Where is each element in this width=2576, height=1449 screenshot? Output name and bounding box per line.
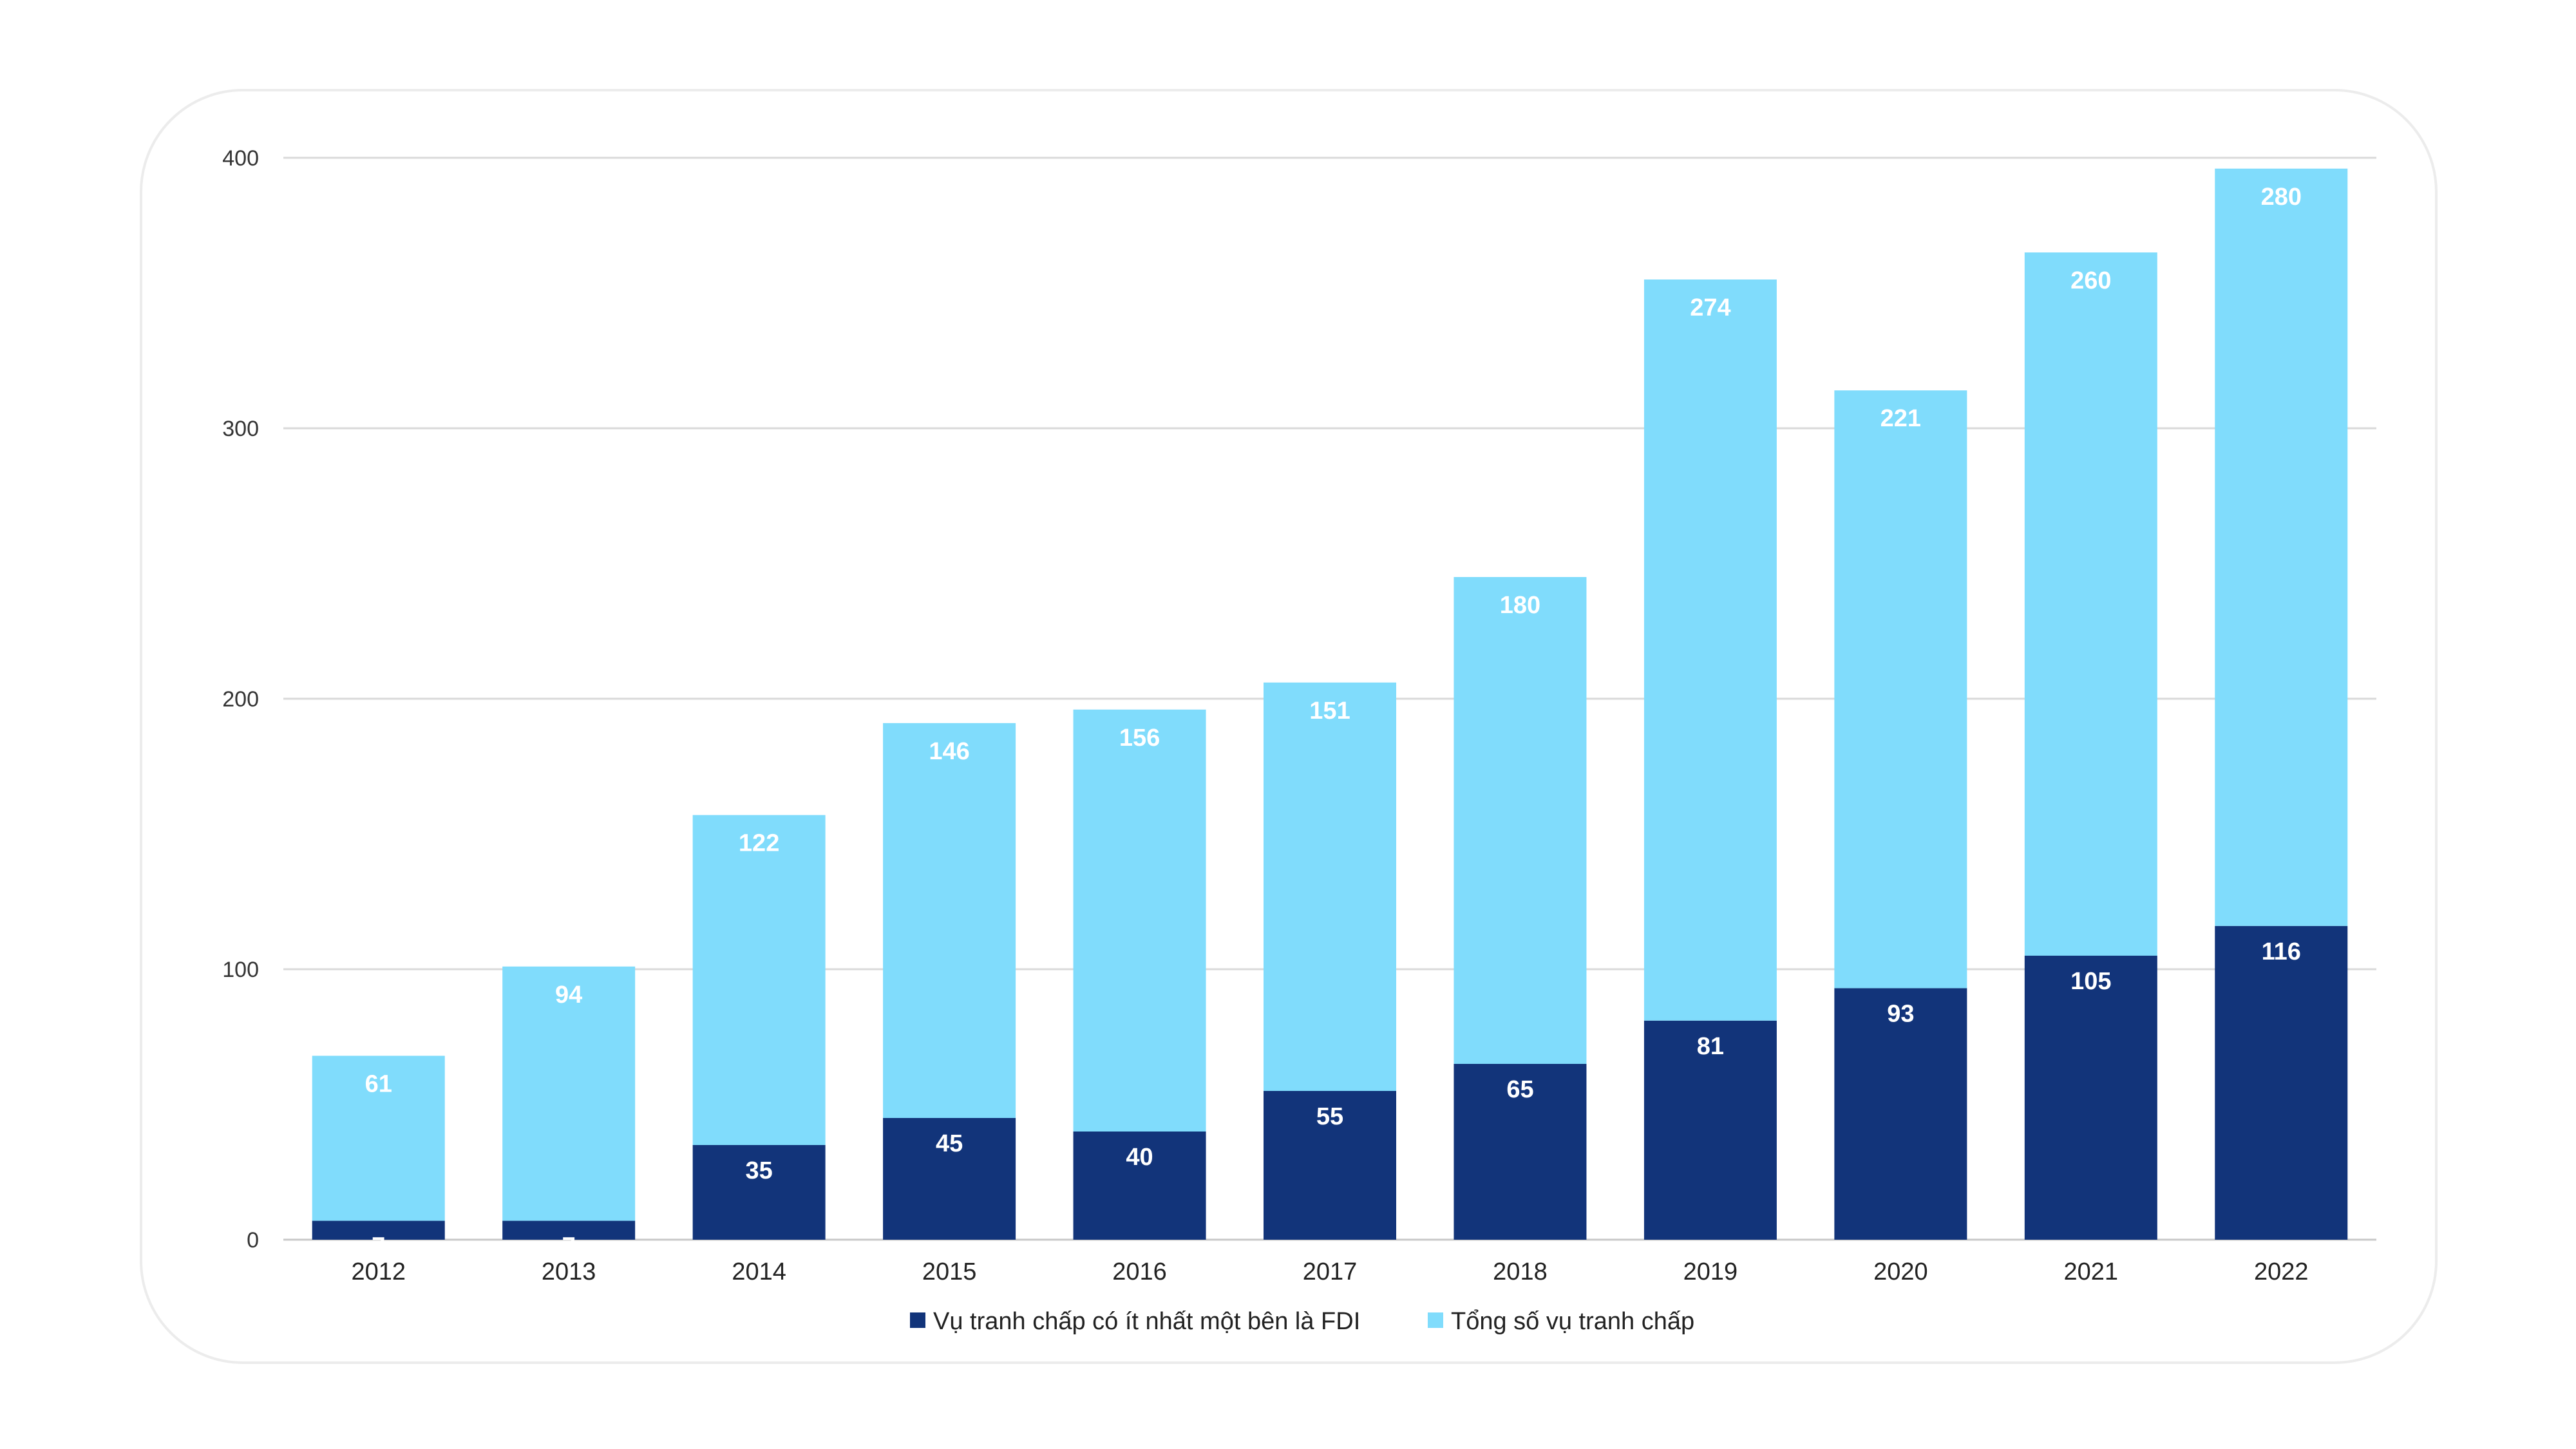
bar-segment-total (502, 966, 636, 1221)
data-label-total: 122 (739, 830, 779, 857)
bar-segment-total (692, 815, 826, 1145)
data-label-total: 274 (1690, 294, 1730, 321)
bar-segment-total (1834, 390, 1967, 989)
data-labels: 7 61 7 94 35 122 45 146 40 156 55 151 65 180 81 274 93 22… (365, 184, 2302, 1260)
y-tick-label: 0 (247, 1228, 259, 1253)
y-axis: 0 100 200 300 400 (222, 146, 259, 1253)
x-tick-label: 2015 (922, 1258, 977, 1285)
bar-segment-total (1073, 709, 1206, 1132)
x-tick-label: 2016 (1112, 1258, 1167, 1285)
x-tick-label: 2019 (1683, 1258, 1738, 1285)
x-axis: 2012 2013 2014 2015 2016 2017 2018 2019 2020 2021… (351, 1258, 2308, 1285)
data-label-total: 146 (929, 738, 969, 765)
bar-segment-total (2215, 168, 2348, 926)
bar-segment-fdi (1264, 1091, 1396, 1240)
data-label-total: 260 (2070, 267, 2111, 294)
data-label-total: 156 (1119, 724, 1160, 752)
data-label-fdi: 105 (2070, 968, 2111, 995)
x-tick-label: 2017 (1303, 1258, 1358, 1285)
legend-swatch-fdi (910, 1312, 925, 1328)
x-tick-label: 2012 (351, 1258, 406, 1285)
data-label-total: 94 (555, 981, 582, 1009)
bar-segment-fdi (2024, 956, 2157, 1240)
bar-segment-fdi (502, 1220, 636, 1240)
data-label-fdi: 55 (1316, 1103, 1343, 1130)
bar-segment-fdi (692, 1145, 826, 1240)
y-tick-label: 200 (222, 687, 259, 712)
x-tick-label: 2014 (732, 1258, 786, 1285)
data-label-fdi: 40 (1126, 1144, 1153, 1171)
y-tick-label: 400 (222, 146, 259, 171)
data-label-fdi: 7 (372, 1233, 385, 1260)
x-tick-label: 2022 (2254, 1258, 2309, 1285)
x-tick-label: 2021 (2064, 1258, 2119, 1285)
x-tick-label: 2018 (1493, 1258, 1548, 1285)
bar-segment-fdi (1643, 1020, 1777, 1240)
bar-segment-fdi (883, 1118, 1016, 1240)
bar-segment-total (312, 1056, 445, 1221)
legend-swatch-total (1428, 1312, 1443, 1328)
bar-segment-fdi (312, 1220, 445, 1240)
bars (312, 168, 2348, 1240)
bar-segment-total (1454, 577, 1587, 1064)
bar-segment-total (1643, 279, 1777, 1021)
legend: Vụ tranh chấp có ít nhất một bên là FDI T… (910, 1308, 1694, 1335)
bar-segment-total (1264, 682, 1396, 1091)
bar-segment-fdi (1454, 1064, 1587, 1240)
data-label-total: 221 (1880, 405, 1921, 432)
bar-segment-fdi (2215, 925, 2348, 1240)
x-tick-label: 2013 (542, 1258, 596, 1285)
bar-segment-total (2024, 252, 2157, 956)
data-label-fdi: 65 (1506, 1076, 1533, 1103)
data-label-fdi: 116 (2262, 938, 2301, 965)
bar-segment-fdi (1073, 1132, 1206, 1240)
data-label-total: 280 (2261, 184, 2302, 211)
y-tick-label: 300 (222, 417, 259, 441)
data-label-fdi: 45 (936, 1130, 963, 1157)
bar-segment-total (883, 723, 1016, 1118)
data-label-fdi: 81 (1697, 1033, 1724, 1060)
data-label-total: 151 (1309, 697, 1350, 724)
bar-segment-fdi (1834, 988, 1967, 1240)
data-label-fdi: 35 (745, 1157, 772, 1184)
x-tick-label: 2020 (1873, 1258, 1928, 1285)
legend-label-total: Tổng số vụ tranh chấp (1451, 1308, 1694, 1335)
data-label-fdi: 93 (1887, 1000, 1914, 1027)
data-label-fdi: 7 (562, 1233, 576, 1260)
legend-label-fdi: Vụ tranh chấp có ít nhất một bên là FDI (933, 1308, 1360, 1335)
data-label-total: 61 (365, 1070, 392, 1097)
y-tick-label: 100 (222, 958, 259, 982)
data-label-total: 180 (1500, 592, 1540, 619)
